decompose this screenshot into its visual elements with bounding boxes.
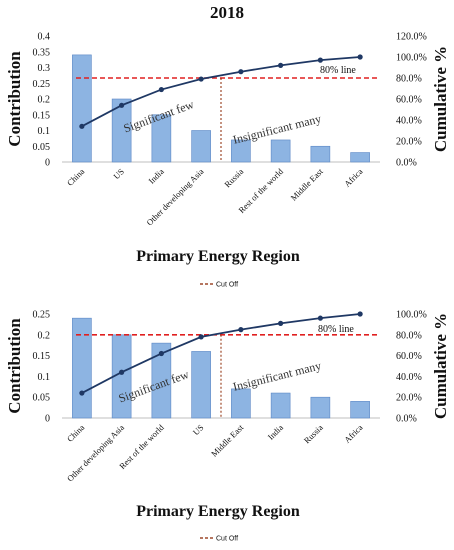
chart-title: 2018 bbox=[210, 3, 244, 22]
category-label: Middle East bbox=[288, 166, 325, 203]
cumulative-point-5 bbox=[278, 62, 284, 68]
y-tick-label: 0.15 bbox=[33, 110, 51, 121]
pareto-chart-2018: 2018 0 0.05 0.1 0.15 0.2 0.25 0.3 0.35 0.4 0.0% 20.… bbox=[5, 3, 450, 289]
bar-4 bbox=[231, 139, 251, 163]
category-label: US bbox=[191, 422, 206, 437]
cumulative-point-0 bbox=[79, 390, 85, 396]
cumulative-point-4 bbox=[238, 327, 244, 333]
category-label: Russia bbox=[302, 422, 325, 445]
y-tick-label: 0.35 bbox=[33, 47, 51, 58]
y2-tick-label: 40.0% bbox=[396, 372, 422, 383]
x-axis-title: Primary Energy Region bbox=[136, 503, 300, 520]
y2-tick-label: 0.0% bbox=[396, 414, 417, 425]
y-tick-label: 0.05 bbox=[33, 142, 51, 153]
cumulative-point-6 bbox=[317, 57, 323, 63]
category-label: India bbox=[146, 166, 166, 186]
y-tick-label: 0.25 bbox=[33, 310, 51, 321]
y2-tick-label: 40.0% bbox=[396, 116, 422, 127]
bar-0 bbox=[72, 317, 92, 419]
y2-tick-label: 20.0% bbox=[396, 393, 422, 404]
y2-axis-title: Cumulative % bbox=[431, 46, 450, 152]
pareto-chart-second: 0 0.05 0.1 0.15 0.2 0.25 0.0% 20.0% 40.0% 60.0% 80… bbox=[5, 310, 450, 543]
bar-6 bbox=[310, 145, 331, 163]
y-tick-label: 0 bbox=[45, 414, 50, 425]
cumulative-point-4 bbox=[238, 69, 244, 75]
category-label: Russia bbox=[222, 166, 245, 189]
y2-tick-label: 100.0% bbox=[396, 53, 427, 64]
y2-tick-label: 80.0% bbox=[396, 74, 422, 85]
bar-7 bbox=[350, 152, 370, 163]
bar-2 bbox=[151, 342, 172, 419]
category-label: US bbox=[111, 166, 126, 181]
category-label: China bbox=[65, 422, 87, 444]
y-tick-label: 0.3 bbox=[38, 63, 51, 74]
cumulative-point-7 bbox=[357, 311, 363, 317]
y-tick-label: 0.2 bbox=[38, 330, 51, 341]
category-label: Africa bbox=[342, 166, 365, 189]
y2-tick-label: 80.0% bbox=[396, 330, 422, 341]
bar-6 bbox=[310, 396, 331, 419]
y-tick-label: 0.4 bbox=[38, 32, 51, 43]
x-axis-title: Primary Energy Region bbox=[136, 248, 300, 265]
y2-tick-label: 120.0% bbox=[396, 32, 427, 43]
bar-5 bbox=[270, 139, 291, 163]
bar-3 bbox=[191, 130, 211, 163]
bar-5 bbox=[270, 392, 291, 419]
cumulative-line bbox=[81, 56, 361, 128]
cumulative-point-3 bbox=[198, 76, 204, 82]
cumulative-point-3 bbox=[198, 334, 204, 340]
y-axis-title: Contribution bbox=[5, 51, 24, 147]
y2-axis-title: Cumulative % bbox=[431, 313, 450, 419]
y2-tick-label: 0.0% bbox=[396, 158, 417, 169]
bar-7 bbox=[350, 401, 370, 419]
cumulative-point-1 bbox=[119, 369, 125, 375]
y-tick-label: 0 bbox=[45, 158, 50, 169]
bar-4 bbox=[231, 388, 251, 419]
y2-tick-label: 20.0% bbox=[396, 137, 422, 148]
y-tick-label: 0.1 bbox=[38, 126, 51, 137]
category-label: Africa bbox=[342, 422, 365, 445]
cumulative-line bbox=[81, 313, 361, 394]
category-label: Middle East bbox=[209, 422, 246, 459]
y2-tick-label: 100.0% bbox=[396, 310, 427, 321]
cumulative-point-2 bbox=[158, 86, 164, 93]
annotation-insignificant-many: Insignificant many bbox=[232, 358, 323, 393]
y-tick-label: 0.15 bbox=[33, 351, 51, 362]
cumulative-point-1 bbox=[119, 102, 125, 108]
bar-1 bbox=[111, 98, 132, 163]
bar-2 bbox=[151, 114, 172, 163]
cumulative-point-2 bbox=[158, 350, 164, 357]
legend-cutoff-label: Cut Off bbox=[216, 536, 238, 543]
y-tick-label: 0.1 bbox=[38, 372, 51, 383]
cumulative-point-7 bbox=[357, 54, 363, 60]
y2-tick-label: 60.0% bbox=[396, 95, 422, 106]
bar-3 bbox=[191, 351, 211, 419]
category-label: China bbox=[65, 166, 87, 188]
cumulative-point-6 bbox=[317, 315, 323, 321]
category-label: India bbox=[266, 422, 286, 442]
y-axis-title: Contribution bbox=[5, 318, 24, 414]
y2-tick-label: 60.0% bbox=[396, 351, 422, 362]
y-tick-label: 0.05 bbox=[33, 393, 51, 404]
threshold-line-label: 80% line bbox=[318, 324, 354, 335]
y-tick-label: 0.2 bbox=[38, 95, 51, 106]
cumulative-point-5 bbox=[278, 320, 284, 326]
y-tick-label: 0.25 bbox=[33, 79, 51, 90]
cumulative-point-0 bbox=[79, 123, 85, 129]
threshold-line-label: 80% line bbox=[320, 65, 356, 76]
bar-0 bbox=[72, 54, 92, 163]
legend-cutoff-label: Cut Off bbox=[216, 282, 238, 289]
